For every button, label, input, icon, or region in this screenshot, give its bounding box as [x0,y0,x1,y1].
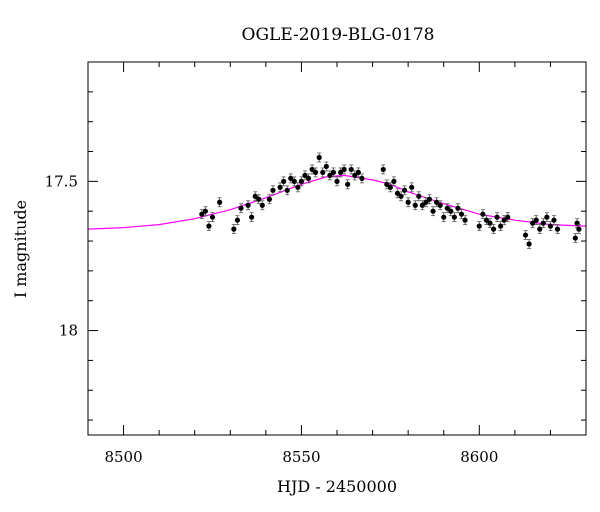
data-point [448,208,454,214]
data-point [412,202,418,208]
data-point [345,181,351,187]
data-point [302,172,308,178]
data-point [487,220,493,226]
x-tick-label: 8550 [282,448,320,466]
data-point [530,220,536,226]
data-point [295,184,301,190]
data-point [330,169,337,176]
data-point [416,193,422,199]
data-point [320,169,326,176]
data-point [505,214,511,220]
data-point [451,214,457,220]
data-point [337,169,344,176]
data-point [430,208,436,214]
data-point [238,205,244,211]
data-point [480,211,486,217]
data-point [199,211,205,217]
data-point [259,202,265,208]
data-point [309,166,315,173]
data-point [316,154,322,161]
data-point [426,196,433,202]
data-point [380,166,386,173]
data-point [202,208,208,214]
data-point [305,175,312,181]
axis-ticks [87,62,587,435]
data-point [537,226,543,232]
data-point [387,184,393,190]
y-tick-label: 17.5 [45,172,78,190]
data-point [245,202,251,208]
data-point [334,178,340,184]
data-point [572,235,578,241]
data-point [551,217,557,223]
data-point [217,199,223,205]
data-point [455,205,461,211]
data-point [291,178,297,184]
data-point [323,163,329,170]
model-curve [87,174,587,230]
data-point [409,184,415,190]
data-point [419,202,425,208]
data-point [359,175,365,181]
data-points-layer [199,152,582,249]
data-point [270,187,276,193]
data-point [394,190,401,196]
data-point [423,199,429,205]
data-point [533,217,539,223]
data-point [252,193,258,199]
data-point [284,187,290,193]
data-point [490,226,497,232]
data-point [234,217,240,223]
y-tick-label: 18 [59,322,78,340]
data-point [476,223,482,229]
data-point [231,226,237,232]
data-point [547,223,554,229]
data-point [298,178,305,184]
data-point [288,175,294,181]
data-point [398,193,404,199]
data-point [384,181,390,187]
data-point [434,199,440,205]
data-point [441,214,447,220]
data-point [554,226,561,232]
x-axis-label: HJD - 2450000 [277,477,397,496]
x-tick-label: 8500 [104,448,142,466]
plot-frame [87,61,587,436]
data-point [206,223,212,229]
data-point [277,184,283,190]
data-point [494,214,500,220]
data-point [437,202,443,208]
data-point [544,214,550,220]
data-point [540,220,546,226]
data-point [348,166,354,173]
data-point [281,178,287,184]
data-point [444,205,450,211]
chart-title: OGLE-2019-BLG-0178 [242,25,435,45]
data-point [576,226,582,232]
x-tick-label: 8600 [460,448,498,466]
data-point [341,166,347,173]
data-point [462,217,468,223]
data-point [313,169,319,176]
tick-labels: 8500 8550 8600 17.5 18 [45,172,499,466]
y-axis-label: I magnitude [11,200,30,298]
data-point [405,199,411,205]
data-point [327,172,333,178]
data-point [498,223,504,229]
data-point [256,196,262,202]
data-point [266,196,273,202]
data-point [501,217,507,223]
data-point [355,169,361,176]
data-point [391,178,397,184]
data-point [401,187,408,193]
data-point [352,172,358,178]
data-point [526,241,532,247]
data-point [249,214,255,220]
data-point [209,214,216,220]
data-point [458,211,465,217]
data-point [522,232,529,238]
data-point [483,217,489,223]
model-curve-layer [87,174,587,230]
